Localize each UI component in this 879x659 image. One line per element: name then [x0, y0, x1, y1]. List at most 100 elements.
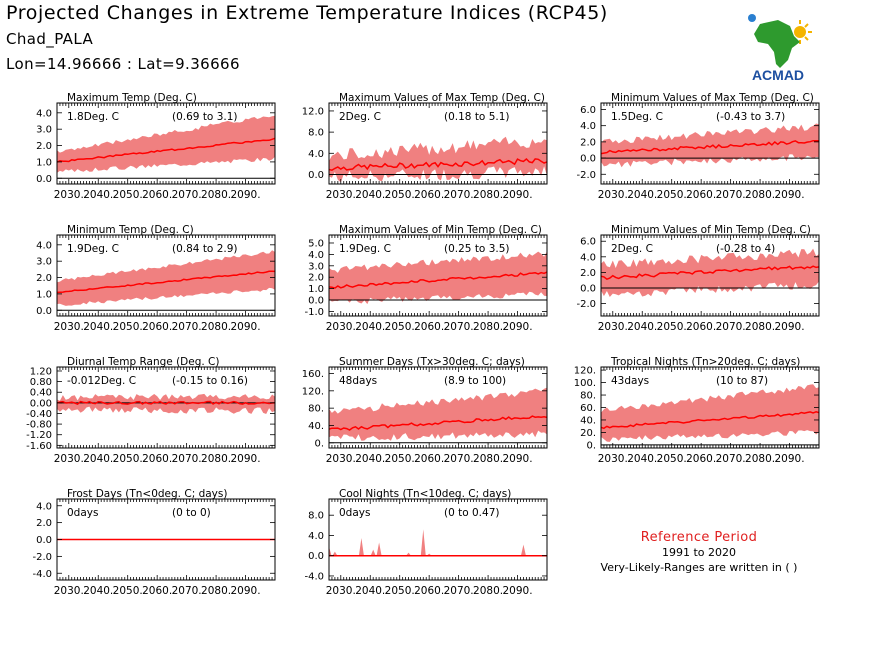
x-tick-label: 2080.	[473, 453, 503, 465]
very-likely-range-band	[57, 250, 275, 306]
x-tick-label: 2060.	[414, 453, 444, 465]
y-tick-label: 60.	[580, 403, 596, 414]
x-tick-label: 2030.	[326, 585, 356, 597]
x-tick-label: 2040.	[83, 189, 113, 201]
x-tick-label: 2090.	[231, 189, 261, 201]
x-tick-label: 2070.	[172, 189, 202, 201]
y-tick-label: 0.0	[36, 535, 52, 546]
x-tick-label: 2090.	[231, 453, 261, 465]
x-tick-label: 2040.	[627, 189, 657, 201]
median-line	[329, 157, 547, 172]
y-tick-label: -1.60	[26, 441, 52, 452]
x-tick-label: 2060.	[414, 585, 444, 597]
x-tick-label: 2070.	[716, 453, 746, 465]
x-tick-label: 2060.	[414, 321, 444, 333]
x-tick-label: 2080.	[473, 321, 503, 333]
x-tick-label: 2060.	[142, 453, 172, 465]
x-tick-label: 2040.	[355, 189, 385, 201]
x-tick-label: 2030.	[326, 321, 356, 333]
page-title: Projected Changes in Extreme Temperature…	[6, 2, 608, 24]
y-tick-label: 0.0	[36, 306, 52, 317]
y-tick-label: 120.	[574, 366, 596, 377]
x-tick-label: 2040.	[627, 453, 657, 465]
chart-panel-cool-nights: Cool Nights (Tn<10deg. C; days) 2030. 2040…	[304, 488, 548, 597]
x-tick-label: 2030.	[326, 453, 356, 465]
chart-panel-diurnal-temp-range: Diurnal Temp Range (Deg. C) 2030. 2040. 205…	[26, 356, 276, 465]
panel-title: Frost Days (Tn<0deg. C; days)	[67, 488, 227, 500]
range-spike	[370, 549, 376, 556]
sun-icon	[794, 20, 812, 44]
x-tick-label: 2050.	[385, 189, 415, 201]
y-tick-label: 1.20	[30, 366, 52, 377]
y-tick-label: 0.80	[30, 377, 52, 388]
y-tick-label: 0.	[314, 438, 324, 449]
x-tick-label: 2050.	[657, 453, 687, 465]
y-tick-label: 1.0	[36, 289, 52, 300]
change-value: -0.012Deg. C	[67, 375, 136, 387]
change-value: 43days	[611, 375, 649, 387]
change-value: 1.8Deg. C	[67, 111, 119, 123]
very-likely-range-band	[329, 387, 547, 441]
station-coordinates: Lon=14.96666 : Lat=9.36666	[6, 55, 240, 73]
y-tick-label: -1.20	[26, 430, 52, 441]
x-tick-label: 2070.	[444, 585, 474, 597]
y-tick-label: 2.0	[36, 141, 52, 152]
range-spike	[358, 537, 364, 556]
x-tick-label: 2060.	[142, 189, 172, 201]
y-tick-label: 0.0	[308, 170, 324, 181]
range-spike	[376, 542, 382, 556]
x-tick-label: 2070.	[172, 453, 202, 465]
panel-title: Cool Nights (Tn<10deg. C; days)	[339, 488, 511, 500]
x-tick-label: 2080.	[201, 189, 231, 201]
x-tick-label: 2090.	[775, 189, 805, 201]
panel-title: Minimum Temp (Deg. C)	[67, 224, 194, 236]
very-likely-range-band	[57, 115, 275, 173]
x-tick-label: 2040.	[83, 585, 113, 597]
chart-panel-min-of-min-temp: Minimum Values of Min Temp (Deg. C) 2030.…	[576, 224, 820, 333]
very-likely-range: (-0.15 to 0.16)	[172, 375, 248, 387]
change-value: 2Deg. C	[339, 111, 381, 123]
y-tick-label: 2.0	[36, 518, 52, 529]
plot-area	[329, 387, 547, 444]
chart-panel-min-of-max-temp: Minimum Values of Max Temp (Deg. C) 2030.…	[576, 92, 820, 201]
panel-title: Maximum Temp (Deg. C)	[67, 92, 197, 104]
panel-title: Minimum Values of Min Temp (Deg. C)	[611, 224, 811, 236]
range-spike	[329, 546, 332, 556]
x-tick-label: 2080.	[201, 321, 231, 333]
x-tick-label: 2090.	[775, 321, 805, 333]
chart-panel-tropical-nights: Tropical Nights (Tn>20deg. C; days) 2030.…	[574, 356, 820, 465]
chart-panel-max-temp: Maximum Temp (Deg. C) 2030. 2040. 2050. 2060…	[36, 92, 276, 201]
chart-panel-frost-days: Frost Days (Tn<0deg. C; days) 2030. 2040. 2…	[32, 488, 276, 597]
x-tick-label: 2090.	[503, 189, 533, 201]
y-tick-label: 0.0	[308, 551, 324, 562]
x-tick-label: 2040.	[355, 321, 385, 333]
change-value: 48days	[339, 375, 377, 387]
median-line	[57, 137, 275, 163]
x-tick-label: 2070.	[444, 453, 474, 465]
x-tick-label: 2070.	[444, 189, 474, 201]
x-tick-label: 2040.	[627, 321, 657, 333]
y-tick-label: 40.	[580, 415, 596, 426]
x-tick-label: 2060.	[414, 189, 444, 201]
x-tick-label: 2040.	[83, 453, 113, 465]
x-tick-label: 2070.	[444, 321, 474, 333]
y-tick-label: 120.	[302, 386, 324, 397]
x-tick-label: 2030.	[54, 189, 84, 201]
y-tick-label: 2.0	[308, 273, 324, 284]
range-spike	[406, 552, 412, 556]
y-tick-label: 4.0	[308, 149, 324, 160]
y-tick-label: 3.0	[36, 125, 52, 136]
station-name: Chad_PALA	[6, 30, 94, 48]
x-tick-label: 2030.	[598, 189, 628, 201]
change-value: 2Deg. C	[611, 243, 653, 255]
x-tick-label: 2030.	[54, 321, 84, 333]
x-tick-label: 2030.	[54, 585, 84, 597]
y-tick-label: -0.40	[26, 409, 52, 420]
x-tick-label: 2050.	[113, 189, 143, 201]
y-tick-label: 0.00	[30, 398, 52, 409]
very-likely-range-band	[329, 251, 547, 305]
y-tick-label: -0.80	[26, 420, 52, 431]
median-line	[57, 270, 275, 294]
median-line	[601, 139, 819, 155]
